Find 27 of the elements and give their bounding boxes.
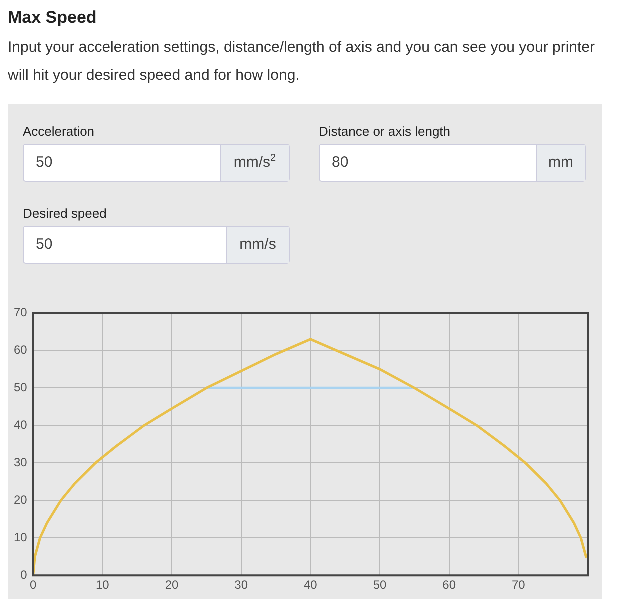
text: 50 <box>35 235 54 255</box>
text: mm/s$^{2}$ <box>220 145 289 181</box>
y-tick-label: 10 <box>14 530 28 544</box>
x-tick-label: 40 <box>304 578 318 592</box>
x-tick-label: 0 <box>30 578 38 592</box>
x-tick-label: 30 <box>234 578 248 592</box>
x-tick-label: 70 <box>512 578 526 592</box>
y-tick-label: 30 <box>14 455 28 470</box>
y-tick-label: 60 <box>14 343 28 357</box>
y-tick-label: 0 <box>20 568 28 582</box>
text: Desired speed <box>23 206 108 223</box>
text: 80 <box>331 153 350 173</box>
chart-subtitle: Input your acceleration settings, distance/length of axis and you can see you your printer will hit your desired speed and for how long. <box>8 38 596 86</box>
y-tick-label: 70 <box>14 306 28 320</box>
text: Acceleration <box>23 124 96 141</box>
x-tick-label: 60 <box>442 578 456 592</box>
x-tick-label: 10 <box>96 578 110 592</box>
text: mm <box>536 145 585 181</box>
y-tick-label: 40 <box>14 418 28 432</box>
y-tick-label: 50 <box>14 380 28 394</box>
text: Distance or axis length <box>319 124 452 141</box>
y-tick-label: 20 <box>14 492 28 507</box>
text: mm/s <box>226 227 289 263</box>
x-tick-label: 50 <box>373 578 387 592</box>
chart-title: Max Speed <box>8 8 98 28</box>
text: 50 <box>35 153 54 173</box>
x-tick-label: 20 <box>165 578 180 592</box>
